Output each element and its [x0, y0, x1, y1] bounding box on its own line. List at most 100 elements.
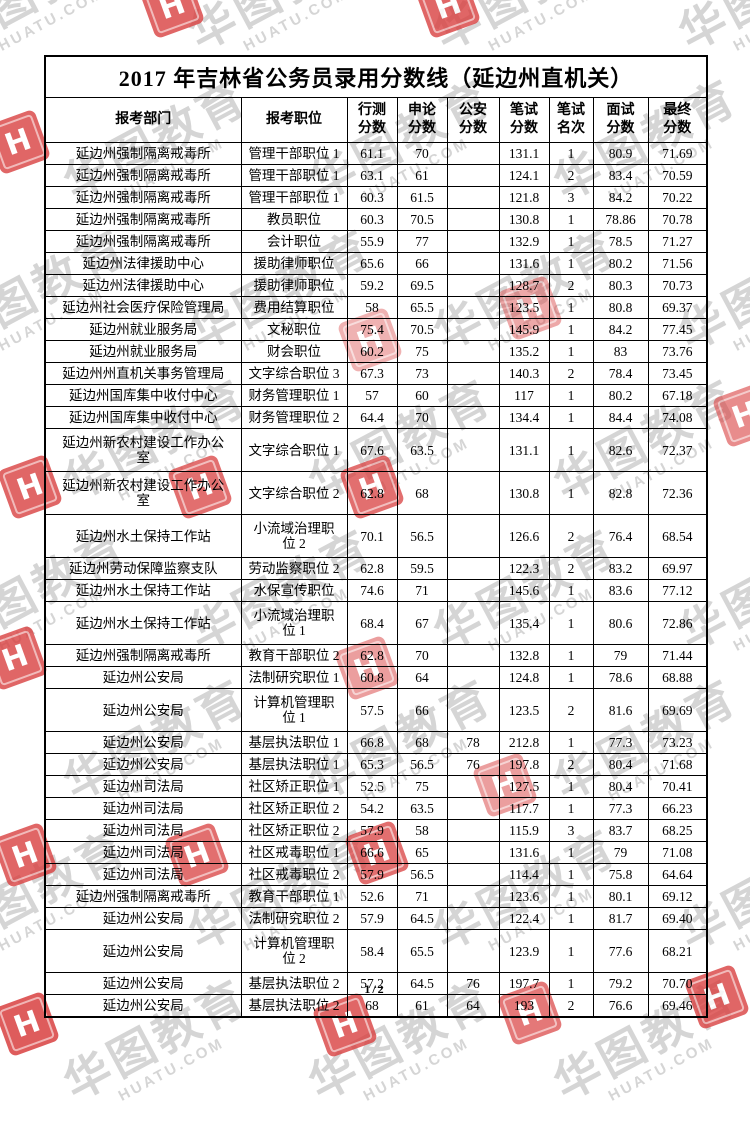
xingce-score-cell: 65.6 [346, 252, 398, 275]
shenlun-score-cell: 70 [396, 644, 448, 667]
interview-score-cell: 78.5 [592, 230, 649, 253]
col-header-position: 报考职位 [240, 97, 348, 143]
written-rank-cell: 1 [548, 579, 594, 602]
position-cell: 计算机管理职 位 2 [240, 929, 348, 973]
police-score-cell [446, 775, 500, 798]
shenlun-score-cell: 67 [396, 601, 448, 645]
xingce-score-cell: 60.2 [346, 340, 398, 363]
interview-score-cell: 80.4 [592, 753, 649, 776]
written-rank-cell: 2 [548, 274, 594, 297]
interview-score-cell: 84.2 [592, 318, 649, 341]
department-cell: 延边州公安局 [44, 907, 242, 930]
written-score-cell: 132.9 [498, 230, 550, 253]
xingce-score-cell: 62.8 [346, 644, 398, 667]
position-cell: 计算机管理职 位 1 [240, 688, 348, 732]
department-cell: 延边州国库集中收付中心 [44, 406, 242, 429]
written-score-cell: 145.6 [498, 579, 550, 602]
final-score-cell: 72.36 [647, 471, 708, 515]
written-score-cell: 121.8 [498, 186, 550, 209]
xingce-score-cell: 66.8 [346, 731, 398, 754]
department-cell: 延边州强制隔离戒毒所 [44, 208, 242, 231]
shenlun-score-cell: 58 [396, 819, 448, 842]
interview-score-cell: 76.4 [592, 514, 649, 558]
written-score-cell: 131.1 [498, 428, 550, 472]
final-score-cell: 66.23 [647, 797, 708, 820]
department-cell: 延边州州直机关事务管理局 [44, 362, 242, 385]
shenlun-score-cell: 64.5 [396, 907, 448, 930]
table-row: 延边州法律援助中心 援助律师职位 65.6 66 131.6 1 80.2 71.56 [44, 252, 708, 275]
final-score-cell: 74.08 [647, 406, 708, 429]
written-rank-cell: 1 [548, 775, 594, 798]
table-row: 延边州公安局 计算机管理职 位 1 57.5 66 123.5 2 81.6 69.69 [44, 688, 708, 732]
police-score-cell [446, 841, 500, 864]
table-row: 延边州公安局 法制研究职位 1 60.8 64 124.8 1 78.6 68.88 [44, 666, 708, 689]
written-rank-cell: 1 [548, 428, 594, 472]
police-score-cell [446, 340, 500, 363]
shenlun-score-cell: 68 [396, 471, 448, 515]
col-header-written-rank: 笔试 名次 [548, 97, 594, 143]
interview-score-cell: 77.3 [592, 797, 649, 820]
table-row: 延边州公安局 基层执法职位 1 65.3 56.5 76 197.8 2 80.4 71.68 [44, 753, 708, 776]
shenlun-score-cell: 63.5 [396, 797, 448, 820]
col-header-interview-score: 面试 分数 [592, 97, 649, 143]
department-cell: 延边州公安局 [44, 994, 242, 1018]
position-cell: 水保宣传职位 [240, 579, 348, 602]
police-score-cell [446, 929, 500, 973]
written-rank-cell: 1 [548, 666, 594, 689]
interview-score-cell: 80.8 [592, 296, 649, 319]
shenlun-score-cell: 65.5 [396, 296, 448, 319]
shenlun-score-cell: 70 [396, 406, 448, 429]
written-rank-cell: 1 [548, 142, 594, 165]
interview-score-cell: 83 [592, 340, 649, 363]
written-score-cell: 124.1 [498, 164, 550, 187]
police-score-cell: 64 [446, 994, 500, 1018]
table-row: 延边州就业服务局 财会职位 60.2 75 135.2 1 83 73.76 [44, 340, 708, 363]
xingce-score-cell: 68.4 [346, 601, 398, 645]
written-rank-cell: 1 [548, 208, 594, 231]
xingce-score-cell: 58.4 [346, 929, 398, 973]
department-cell: 延边州司法局 [44, 841, 242, 864]
interview-score-cell: 80.4 [592, 775, 649, 798]
position-cell: 援助律师职位 [240, 252, 348, 275]
xingce-score-cell: 57.9 [346, 907, 398, 930]
written-score-cell: 122.3 [498, 557, 550, 580]
police-score-cell [446, 208, 500, 231]
written-rank-cell: 2 [548, 753, 594, 776]
interview-score-cell: 84.4 [592, 406, 649, 429]
position-cell: 会计职位 [240, 230, 348, 253]
position-cell: 小流域治理职 位 2 [240, 514, 348, 558]
shenlun-score-cell: 65 [396, 841, 448, 864]
department-cell: 延边州法律援助中心 [44, 252, 242, 275]
shenlun-score-cell: 59.5 [396, 557, 448, 580]
xingce-score-cell: 70.1 [346, 514, 398, 558]
interview-score-cell: 78.6 [592, 666, 649, 689]
table-row: 延边州水土保持工作站 水保宣传职位 74.6 71 145.6 1 83.6 77.12 [44, 579, 708, 602]
table-row: 延边州司法局 社区矫正职位 1 52.5 75 127.5 1 80.4 70.41 [44, 775, 708, 798]
table-row: 延边州公安局 计算机管理职 位 2 58.4 65.5 123.9 1 77.6 68.21 [44, 929, 708, 973]
table-row: 延边州司法局 社区矫正职位 2 54.2 63.5 117.7 1 77.3 66.23 [44, 797, 708, 820]
police-score-cell [446, 863, 500, 886]
written-rank-cell: 2 [548, 994, 594, 1018]
table-row: 延边州新农村建设工作办公 室文字综合职位 2 62.8 68 130.8 1 82.8 72… [44, 471, 708, 515]
xingce-score-cell: 66.6 [346, 841, 398, 864]
department-cell: 延边州就业服务局 [44, 318, 242, 341]
position-cell: 社区戒毒职位 1 [240, 841, 348, 864]
final-score-cell: 70.22 [647, 186, 708, 209]
written-rank-cell: 2 [548, 514, 594, 558]
police-score-cell [446, 557, 500, 580]
written-rank-cell: 1 [548, 907, 594, 930]
shenlun-score-cell: 70.5 [396, 208, 448, 231]
huatu-logo-stamp-icon: H [711, 381, 750, 449]
col-header-department: 报考部门 [44, 97, 242, 143]
final-score-cell: 67.18 [647, 384, 708, 407]
written-score-cell: 131.6 [498, 252, 550, 275]
police-score-cell [446, 885, 500, 908]
written-rank-cell: 1 [548, 731, 594, 754]
interview-score-cell: 77.6 [592, 929, 649, 973]
police-score-cell [446, 644, 500, 667]
police-score-cell: 76 [446, 753, 500, 776]
police-score-cell [446, 384, 500, 407]
shenlun-score-cell: 56.5 [396, 863, 448, 886]
position-cell: 劳动监察职位 2 [240, 557, 348, 580]
police-score-cell [446, 601, 500, 645]
